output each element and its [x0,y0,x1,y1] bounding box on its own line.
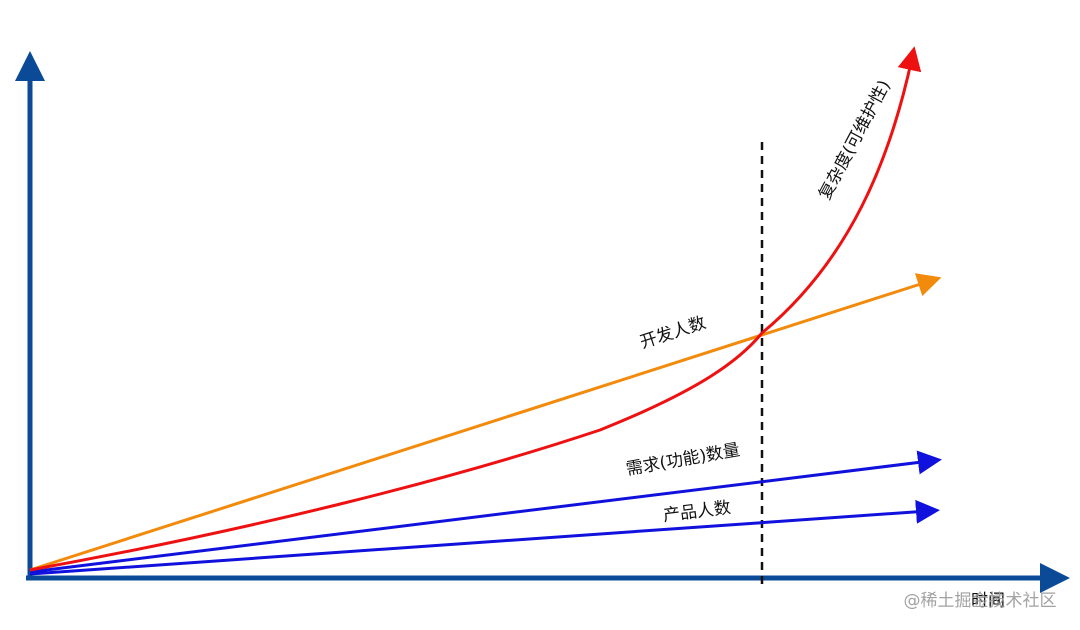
requirements-label: 需求(功能)数量 [625,440,742,480]
developers-label: 开发人数 [638,313,709,353]
requirements-line [29,450,942,574]
developers-line [29,273,942,572]
complexity-curve [29,46,922,572]
complexity-label: 复杂度(可维护性) [815,77,895,203]
x-axis-label: 时间 [971,591,1005,611]
product-line [29,499,940,576]
product-label: 产品人数 [662,498,732,526]
watermark: @稀土掘金技术社区 [904,591,1057,611]
